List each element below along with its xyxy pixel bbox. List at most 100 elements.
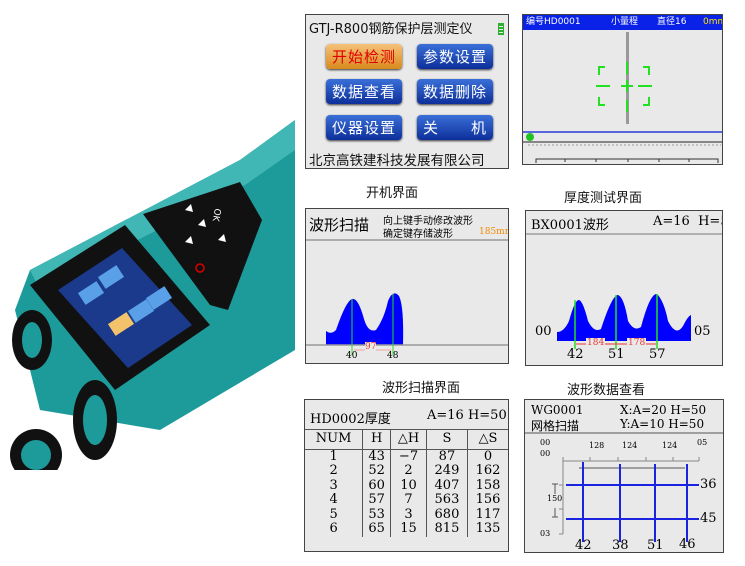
- table-cell: 52: [362, 463, 391, 479]
- grid-scan-screen: WG0001 网格扫描 X:A=20 H=50 Y:A=10 H=50 00 0…: [524, 399, 724, 553]
- menu-title: GTJ-R800钢筋保护层测定仪: [309, 22, 473, 37]
- axis-label: 00: [540, 449, 551, 458]
- grid-y-params: Y:A=10 H=50: [620, 417, 705, 431]
- table-cell: 4: [329, 492, 338, 507]
- table-cell: 10: [390, 478, 427, 493]
- peak-value: 48: [387, 351, 399, 361]
- table-cell: 5: [329, 506, 338, 522]
- rebar-detector-device-image: OK: [10, 120, 295, 470]
- start-detect-button[interactable]: 开始检测: [326, 44, 402, 69]
- status-header: 编号HD0001 小量程 直径16 0mm: [523, 15, 722, 30]
- column-header: △H: [390, 430, 427, 450]
- wave-record-title: BX0001波形: [531, 218, 609, 233]
- shutdown-button[interactable]: 关 机: [417, 115, 493, 140]
- grid-x-params: X:A=20 H=50: [620, 403, 707, 417]
- crosshair-view: [523, 32, 722, 163]
- main-menu-screen: GTJ-R800钢筋保护层测定仪 开始检测 参数设置 数据查看 数据删除 仪器设…: [305, 14, 509, 169]
- peak-spacing: 178: [627, 338, 647, 348]
- axis-left-label: 00: [535, 324, 552, 339]
- hint-modify: 向上键手动修改波形: [383, 216, 473, 227]
- axis-label: 05: [697, 438, 708, 447]
- caption-wave-scan: 波形扫描界面: [382, 381, 461, 396]
- table-cell: 407: [425, 478, 468, 493]
- grid-record-id: WG0001: [531, 403, 584, 417]
- col-value: 38: [612, 538, 629, 553]
- caption-wave-view: 波形数据查看: [567, 383, 646, 398]
- table-cell: 3: [329, 477, 338, 493]
- table-cell: 60: [362, 478, 391, 493]
- peak-spacing: 97: [365, 342, 377, 352]
- hint-save: 确定键存储波形: [383, 229, 453, 240]
- grid-plot: [525, 432, 723, 542]
- record-title: HD0002厚度: [310, 412, 391, 427]
- x-spacing: 124: [622, 441, 638, 450]
- table-cell: 1: [329, 448, 338, 464]
- thickness-data-screen: HD0002厚度 A=16 H=50 NUM H △H S △S 1 43 −7 87 0 2 52…: [304, 399, 509, 552]
- row-value: 45: [700, 511, 717, 526]
- table-header-bar: HD0002厚度 A=16 H=50: [305, 400, 508, 430]
- range-label: 小量程: [611, 17, 639, 27]
- column-header: NUM: [305, 430, 363, 450]
- table-row: 5 53 3 680 117: [305, 506, 508, 522]
- battery-icon: [498, 23, 504, 35]
- keypad: [143, 182, 262, 310]
- axis-label: 03: [540, 529, 551, 538]
- wave-scan-title: 波形扫描: [309, 216, 370, 234]
- thickness-table: NUM H △H S △S 1 43 −7 87 0 2 52 2 249 162 3 60 10 407 158 4…: [305, 430, 508, 537]
- power-icon: [195, 263, 205, 273]
- instrument-settings-button[interactable]: 仪器设置: [326, 115, 402, 140]
- table-row: 3 60 10 407 158: [305, 477, 508, 493]
- grid-lines: [566, 462, 699, 542]
- row-value: 36: [700, 477, 717, 492]
- col-value: 42: [575, 538, 592, 553]
- wave-plot: [526, 233, 722, 349]
- table-cell: 7: [390, 492, 427, 508]
- table-cell: 87: [425, 449, 468, 464]
- diameter-label: 直径16: [657, 17, 687, 27]
- data-view-button[interactable]: 数据查看: [326, 79, 402, 104]
- waveform: [557, 293, 691, 341]
- peak-value: 57: [649, 347, 666, 362]
- table-cell: 0: [467, 449, 508, 464]
- table-cell: 117: [467, 507, 508, 522]
- table-cell: 135: [467, 521, 508, 537]
- column-header: △S: [467, 430, 508, 450]
- table-cell: 680: [425, 507, 468, 522]
- peak-value: 51: [608, 347, 625, 362]
- probe-icon: [526, 133, 534, 141]
- table-cell: 3: [390, 507, 427, 522]
- record-params: A=16 H=50: [427, 408, 507, 423]
- table-cell: 563: [425, 492, 468, 508]
- x-spacing: 128: [589, 441, 605, 450]
- peak-value: 40: [346, 351, 358, 361]
- waveform: [326, 293, 404, 345]
- wave-plot: [306, 239, 508, 355]
- x-spacing: 124: [662, 441, 678, 450]
- table-row: 2 52 2 249 162: [305, 463, 508, 479]
- table-row: 6 65 15 815 135: [305, 521, 508, 537]
- caption-main-menu: 开机界面: [366, 186, 419, 201]
- table-cell: 53: [362, 507, 391, 522]
- table-cell: 249: [425, 463, 468, 479]
- peak-value: 42: [567, 347, 584, 362]
- table-cell: 65: [362, 521, 391, 537]
- table-cell: 158: [467, 478, 508, 493]
- company-footer: 北京高铁建科技发展有限公司: [309, 153, 485, 169]
- wave-scan-screen: 波形扫描 向上键手动修改波形 确定键存储波形 185mm 97 40 48: [305, 208, 509, 364]
- table-cell: 156: [467, 492, 508, 508]
- col-value: 46: [679, 537, 696, 552]
- grid-mode: 网格扫描: [531, 419, 580, 433]
- svg-text:OK: OK: [210, 207, 222, 223]
- distance-readout: 185mm: [479, 227, 508, 237]
- parameter-settings-button[interactable]: 参数设置: [417, 44, 493, 69]
- column-header: S: [425, 430, 468, 450]
- record-id: 编号HD0001: [526, 17, 581, 27]
- axis-right-label: 05: [694, 324, 711, 339]
- peak-spacing: 184: [586, 338, 606, 348]
- y-spacing: 150: [547, 494, 563, 503]
- wave-params: A=16 H=50: [653, 214, 722, 229]
- data-delete-button[interactable]: 数据删除: [417, 79, 493, 104]
- table-cell: 162: [467, 463, 508, 479]
- axis-label: 00: [540, 438, 551, 447]
- table-cell: 2: [329, 463, 338, 478]
